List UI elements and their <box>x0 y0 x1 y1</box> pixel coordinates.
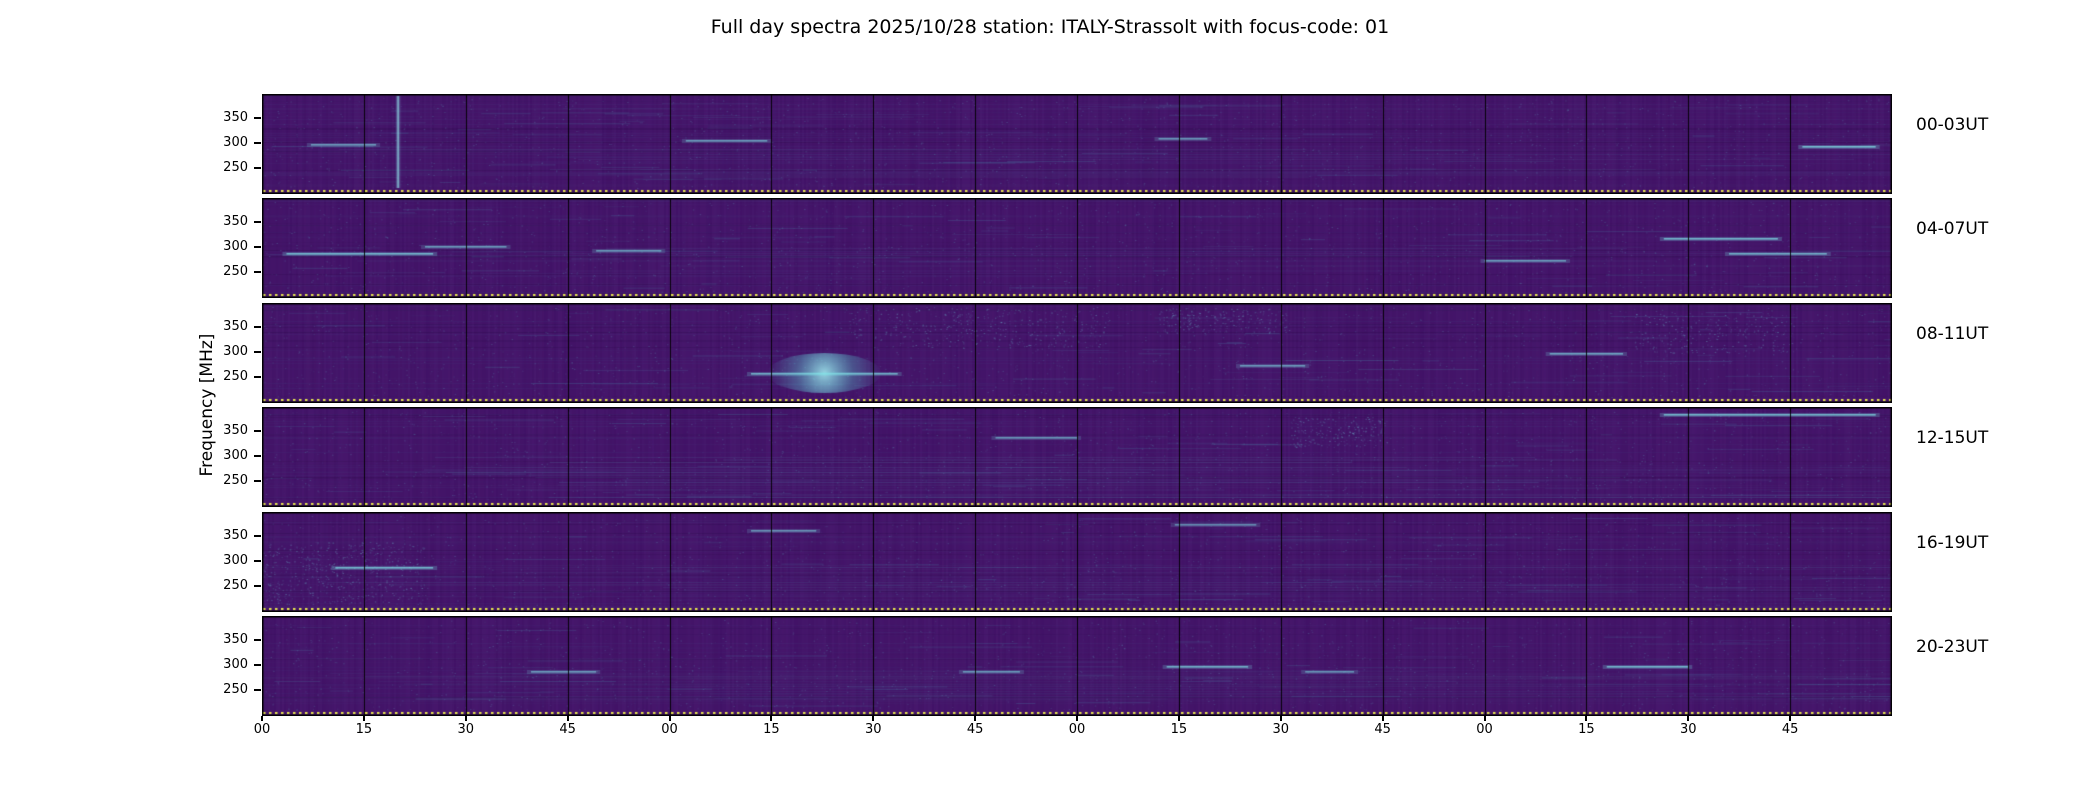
y-tick-label: 300 <box>223 135 248 150</box>
y-tick-mark <box>254 117 261 119</box>
y-tick-mark <box>254 560 261 562</box>
spectrogram-canvas <box>262 198 1892 298</box>
spectrogram-panel: 350 300 250 20-23UT <box>223 616 1988 716</box>
y-tick-label: 350 <box>223 214 248 229</box>
y-tick-mark <box>254 326 261 328</box>
x-tick-label: 15 <box>355 722 373 737</box>
y-tick-label: 300 <box>223 553 248 568</box>
x-tick-mark <box>261 716 263 721</box>
x-tick-label: 45 <box>1374 722 1391 737</box>
x-tick-label: 30 <box>1272 722 1290 737</box>
x-tick-label: 30 <box>864 722 882 737</box>
x-tick-label: 45 <box>559 722 576 737</box>
y-tick-label: 300 <box>223 344 248 359</box>
x-tick-label: 45 <box>1781 722 1799 737</box>
y-tick-mark <box>254 167 261 169</box>
spectrogram-canvas <box>262 407 1892 507</box>
x-tick-label: 45 <box>966 722 984 737</box>
y-tick-mark <box>254 480 261 482</box>
x-tick-mark <box>872 716 875 721</box>
x-axis: 00 15 30 45 00 15 30 45 00 15 30 45 00 15 30 45 <box>254 722 1922 740</box>
y-tick-label: 250 <box>223 682 248 697</box>
y-tick-mark <box>254 455 261 457</box>
x-tick-mark <box>464 716 467 721</box>
panel-time-label: 00-03UT <box>1916 115 1989 135</box>
x-tick-label: 00 <box>253 722 271 737</box>
x-tick-mark <box>362 716 365 721</box>
y-tick-mark <box>254 246 261 248</box>
y-tick-mark <box>254 535 261 537</box>
y-tick-mark <box>254 585 261 587</box>
y-tick-label: 300 <box>223 239 248 254</box>
y-tick-label: 250 <box>223 578 248 593</box>
y-tick-mark <box>254 639 261 641</box>
x-tick-label: 00 <box>1068 722 1086 737</box>
spectrogram-canvas <box>262 94 1892 194</box>
x-tick-mark <box>1483 716 1486 721</box>
x-tick-label: 15 <box>1578 722 1595 737</box>
panel-time-label: 04-07UT <box>1916 219 1989 239</box>
x-tick-mark <box>668 716 671 721</box>
y-tick-mark <box>254 351 261 353</box>
y-tick-label: 250 <box>223 473 248 488</box>
spectrogram-canvas <box>262 303 1892 403</box>
spectrogram-panel: 350 300 250 12-15UT <box>223 407 1988 507</box>
y-tick-label: 250 <box>223 160 248 175</box>
spectrogram-panel: 350 300 250 00-03UT <box>223 94 1988 194</box>
x-tick-mark <box>770 716 773 721</box>
y-tick-mark <box>254 430 261 432</box>
y-tick-mark <box>254 689 261 691</box>
x-tick-label: 30 <box>1679 722 1697 737</box>
x-tick-mark <box>1177 716 1180 721</box>
y-tick-mark <box>254 664 261 666</box>
y-tick-mark <box>254 221 261 223</box>
y-tick-mark <box>254 271 261 273</box>
x-tick-label: 15 <box>763 722 780 737</box>
spectrogram-panel: 350 300 250 04-07UT <box>223 198 1988 298</box>
y-tick-label: 300 <box>223 448 248 463</box>
panel-time-label: 16-19UT <box>1916 533 1989 553</box>
x-tick-label: 15 <box>1170 722 1188 737</box>
y-tick-label: 250 <box>223 264 248 279</box>
y-tick-label: 350 <box>223 319 248 334</box>
y-tick-label: 250 <box>223 369 248 384</box>
x-tick-mark <box>1381 716 1384 721</box>
x-tick-mark <box>1076 716 1078 721</box>
panel-time-label: 12-15UT <box>1916 428 1989 448</box>
y-tick-label: 300 <box>223 657 248 672</box>
y-tick-label: 350 <box>223 423 248 438</box>
spectrogram-panel: 350 300 250 08-11UT <box>223 303 1988 403</box>
x-tick-label: 00 <box>661 722 678 737</box>
spectrogram-canvas <box>262 616 1892 716</box>
panel-time-label: 08-11UT <box>1916 324 1989 344</box>
y-tick-mark <box>254 142 261 144</box>
x-tick-mark <box>1279 716 1282 721</box>
x-tick-label: 00 <box>1476 722 1493 737</box>
y-tick-label: 350 <box>223 528 248 543</box>
y-tick-mark <box>254 376 261 378</box>
x-tick-mark <box>1687 716 1690 721</box>
y-tick-label: 350 <box>223 632 248 647</box>
x-tick-mark <box>1789 716 1792 721</box>
x-tick-label: 30 <box>457 722 475 737</box>
x-tick-mark <box>1585 716 1588 721</box>
spectrogram-canvas <box>262 512 1892 612</box>
x-tick-mark <box>974 716 977 721</box>
panel-time-label: 20-23UT <box>1916 637 1989 657</box>
x-tick-mark <box>566 716 569 721</box>
figure-title: Full day spectra 2025/10/28 station: ITA… <box>710 16 1390 38</box>
y-tick-label: 350 <box>223 110 248 125</box>
spectrogram-panels: 350 300 250 00-03UT 350 300 250 04-07UT 350 3… <box>223 94 1988 716</box>
x-axis-tick-marks <box>261 716 1892 722</box>
spectrogram-panel: 350 300 250 16-19UT <box>223 512 1988 612</box>
